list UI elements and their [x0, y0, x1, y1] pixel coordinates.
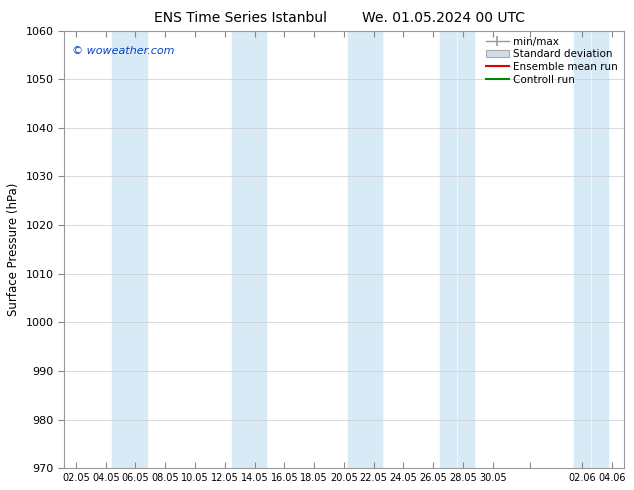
- Bar: [347, 30, 364, 468]
- Bar: [365, 30, 382, 468]
- Bar: [231, 30, 248, 468]
- Bar: [249, 30, 266, 468]
- Bar: [112, 30, 129, 468]
- Legend: min/max, Standard deviation, Ensemble mean run, Controll run: min/max, Standard deviation, Ensemble me…: [482, 34, 621, 88]
- Bar: [574, 30, 590, 468]
- Bar: [458, 30, 474, 468]
- Bar: [592, 30, 608, 468]
- Bar: [130, 30, 146, 468]
- Text: We. 01.05.2024 00 UTC: We. 01.05.2024 00 UTC: [362, 11, 526, 25]
- Text: © woweather.com: © woweather.com: [72, 46, 175, 56]
- Bar: [440, 30, 456, 468]
- Text: ENS Time Series Istanbul: ENS Time Series Istanbul: [155, 11, 327, 25]
- Y-axis label: Surface Pressure (hPa): Surface Pressure (hPa): [7, 183, 20, 316]
